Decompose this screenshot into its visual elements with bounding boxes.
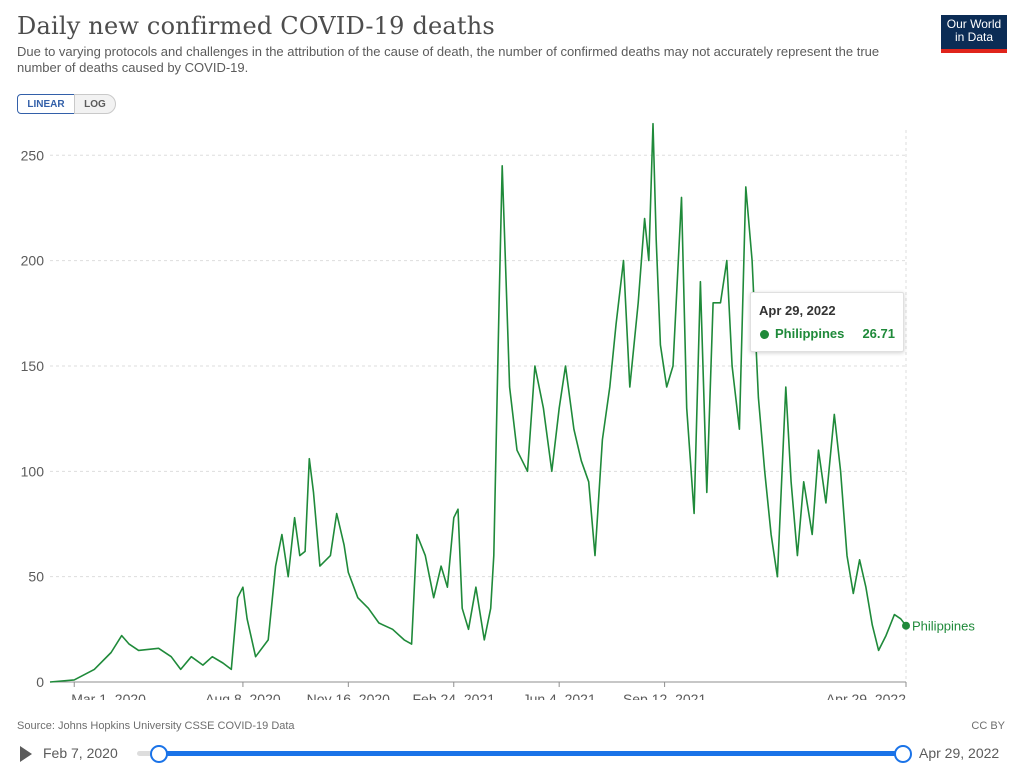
y-tick-label: 50 [28, 569, 44, 585]
y-tick-label: 100 [21, 463, 45, 479]
series-end-marker [902, 621, 910, 630]
tooltip-series-name: Philippines [775, 326, 845, 341]
timeline-end-handle[interactable] [894, 745, 912, 763]
logo-line-2: in Data [954, 30, 994, 44]
chart-tooltip: Apr 29, 2022 Philippines 26.71 [750, 292, 904, 352]
x-tick-label: Nov 16, 2020 [307, 691, 390, 700]
x-tick-label: Jun 4, 2021 [523, 691, 596, 700]
line-chart[interactable]: 0 50 100 150 200 250 Mar 1, 2020 Aug 8, 2020 Nov… [0, 120, 1024, 700]
logo-line-1: Our World [946, 17, 1002, 31]
y-tick-label: 250 [21, 147, 45, 163]
source-link[interactable]: Source: Johns Hopkins University CSSE CO… [17, 720, 295, 732]
play-icon[interactable] [20, 746, 32, 762]
x-tick-label: Feb 24, 2021 [412, 691, 495, 700]
timeline-end-label: Apr 29, 2022 [919, 745, 1000, 761]
owid-logo[interactable]: Our World in Data [941, 15, 1007, 53]
y-tick-label: 150 [21, 358, 45, 374]
y-tick-label: 0 [36, 674, 44, 690]
x-tick-label: Sep 12, 2021 [623, 691, 707, 700]
log-scale-button[interactable]: LOG [74, 94, 116, 114]
x-tick-label: Aug 8, 2020 [205, 691, 281, 700]
series-line-philippines [49, 122, 907, 683]
linear-scale-button[interactable]: LINEAR [17, 94, 75, 114]
chart-subtitle: Due to varying protocols and challenges … [17, 44, 880, 75]
tooltip-date: Apr 29, 2022 [759, 303, 836, 318]
x-tick-label: Apr 29, 2022 [826, 691, 906, 700]
timeline-selected-range [158, 751, 902, 756]
timeline-start-handle[interactable] [150, 745, 168, 763]
chart-title: Daily new confirmed COVID-19 deaths [17, 12, 495, 40]
license-link[interactable]: CC BY [971, 720, 1005, 732]
y-tick-label: 200 [21, 253, 45, 269]
tooltip-value: 26.71 [862, 326, 895, 341]
x-tick-label: Mar 1, 2020 [71, 691, 146, 700]
series-end-label: Philippines [912, 619, 975, 634]
tooltip-series-dot [760, 330, 769, 339]
timeline-start-label: Feb 7, 2020 [43, 745, 118, 761]
